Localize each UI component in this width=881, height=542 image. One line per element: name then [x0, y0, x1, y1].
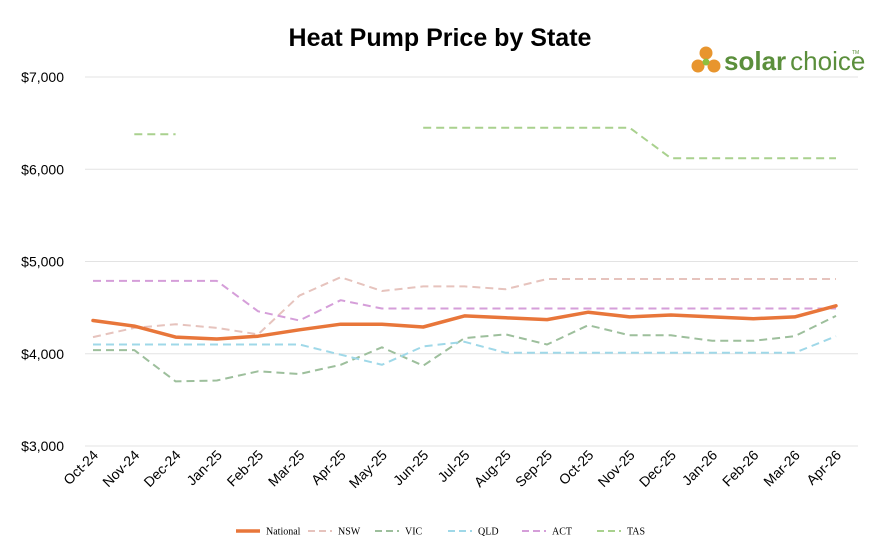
x-tick-label: Nov-25 [594, 447, 637, 490]
series-line-national [91, 304, 838, 341]
logo-text: solar choice [724, 46, 865, 76]
logo-word-choice: choice [790, 46, 865, 76]
chart-title: Heat Pump Price by State [289, 24, 592, 52]
series-line-qld [93, 335, 837, 366]
legend-label-nsw: NSW [338, 527, 361, 538]
x-tick-label: Apr-25 [308, 447, 349, 488]
x-tick-label: Aug-25 [471, 447, 514, 490]
x-tick-label: Oct-24 [60, 447, 101, 488]
legend-label-tas: TAS [627, 527, 645, 538]
legend-label-national: National [266, 527, 301, 538]
y-tick-label: $4,000 [21, 346, 64, 362]
gridlines [85, 76, 858, 447]
logo-trademark: TM [852, 50, 859, 56]
x-tick-label: Dec-25 [636, 447, 679, 490]
y-tick-label: $7,000 [21, 69, 64, 85]
logo-icon-green-center [702, 58, 710, 66]
x-tick-label: Jul-25 [434, 447, 472, 485]
logo-icon-orange-top [699, 46, 713, 60]
logo-word-solar: solar [724, 46, 786, 76]
y-axis: $3,000 $4,000 $5,000 $6,000 $7,000 [21, 69, 64, 454]
x-tick-label: Jan-26 [679, 447, 721, 489]
x-tick-label: Feb-26 [719, 447, 762, 490]
x-tick-label: Jun-25 [390, 447, 432, 489]
y-tick-label: $5,000 [21, 254, 64, 270]
y-tick-label: $3,000 [21, 438, 64, 454]
x-tick-label: Feb-25 [224, 447, 267, 490]
logo-icon-orange-right [707, 59, 721, 73]
y-tick-label: $6,000 [21, 161, 64, 177]
x-tick-label: Sep-25 [512, 447, 555, 490]
x-tick-label: Oct-25 [555, 447, 596, 488]
x-tick-label: Apr-26 [803, 447, 844, 488]
x-tick-label: Nov-24 [99, 447, 142, 490]
x-tick-label: Mar-26 [760, 447, 803, 490]
logo-icon-orange-left [691, 59, 705, 73]
legend-label-qld: QLD [478, 527, 499, 538]
x-tick-label: Jan-25 [183, 447, 225, 489]
solar-choice-logo: solar choice TM [691, 46, 865, 76]
series-lines [91, 126, 838, 383]
legend-label-act: ACT [552, 527, 572, 538]
x-tick-label: May-25 [346, 447, 390, 491]
series-line-vic [93, 315, 837, 383]
x-tick-label: Mar-25 [265, 447, 308, 490]
series-line-nsw [92, 276, 836, 339]
series-line-tas [134, 126, 836, 160]
legend-label-vic: VIC [405, 527, 423, 538]
x-tick-label: Dec-24 [140, 447, 183, 490]
series-line-act [93, 279, 836, 322]
legend: National NSW VIC QLD ACT TAS [236, 527, 645, 538]
